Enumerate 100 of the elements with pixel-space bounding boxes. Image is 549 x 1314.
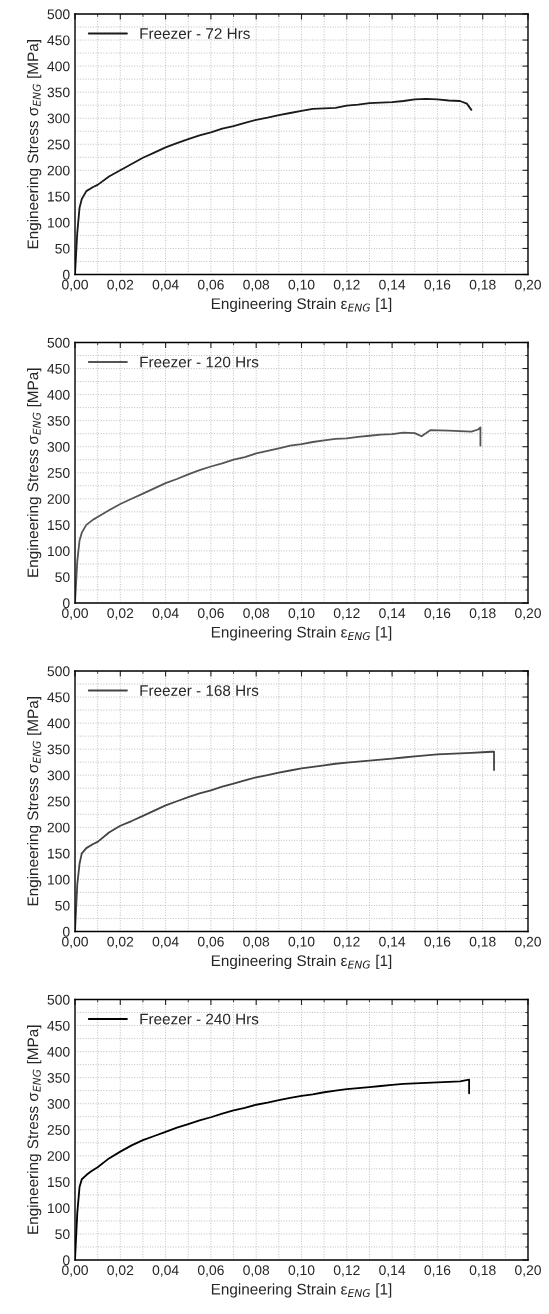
y-tick-label: 150 xyxy=(48,1177,70,1188)
x-tick-label: 0,00 xyxy=(62,1265,88,1277)
x-tick-label: 0,08 xyxy=(243,1265,270,1277)
x-tick-label: 0,02 xyxy=(107,608,134,620)
x-tick-label: 0,14 xyxy=(379,1265,406,1277)
x-tick-label: 0,16 xyxy=(424,279,451,292)
x-tick-label: 0,12 xyxy=(333,936,360,949)
x-tick-label: 0,16 xyxy=(424,936,451,949)
y-tick-label: 150 xyxy=(48,191,70,202)
x-tick-label: 0,10 xyxy=(288,1265,315,1277)
x-tick-label: 0,04 xyxy=(152,1265,179,1277)
y-tick-label: 250 xyxy=(47,468,70,478)
y-tick-label: 0 xyxy=(62,1255,70,1266)
y-tick-label: 150 xyxy=(48,520,70,531)
x-tick-label: 0,20 xyxy=(515,608,541,620)
y-tick-label: 350 xyxy=(47,744,70,755)
y-tick-label: 150 xyxy=(48,848,70,859)
y-tick-label: 200 xyxy=(47,1151,70,1161)
x-tick-label: 0,02 xyxy=(107,1265,134,1277)
y-axis-title: Engineering Stress σ$_{ENG}$ [MPa] xyxy=(27,40,42,249)
y-tick-label: 400 xyxy=(47,389,70,400)
y-tick-label: 0 xyxy=(62,926,70,937)
y-tick-label: 450 xyxy=(47,363,70,374)
x-axis-title: Engineering Strain ε$_{ENG}$ [1] xyxy=(211,1283,392,1298)
x-tick-label: 0,18 xyxy=(469,936,496,949)
y-axis-title: Engineering Stress σ$_{ENG}$ [MPa] xyxy=(27,368,42,577)
y-tick-label: 400 xyxy=(47,61,70,72)
x-tick-label: 0,06 xyxy=(197,279,224,292)
x-tick-label: 0,08 xyxy=(243,936,270,949)
x-tick-label: 0,18 xyxy=(469,1265,496,1277)
x-tick-label: 0,10 xyxy=(288,279,315,292)
x-tick-label: 0,12 xyxy=(333,279,360,292)
x-axis-title: Engineering Strain ε$_{ENG}$ [1] xyxy=(211,954,392,970)
x-tick-label: 0,10 xyxy=(288,608,315,620)
x-tick-label: 0,14 xyxy=(379,936,406,949)
y-tick-label: 100 xyxy=(48,217,70,228)
x-tick-label: 0,16 xyxy=(424,1265,451,1277)
y-tick-label: 500 xyxy=(47,994,70,1005)
y-tick-label: 50 xyxy=(55,572,70,583)
x-tick-label: 0,00 xyxy=(62,936,88,949)
x-tick-label: 0,00 xyxy=(62,608,88,620)
x-tick-label: 0,18 xyxy=(469,608,496,620)
legend-label: Freezer - 168 Hrs xyxy=(140,685,259,696)
y-axis-title: Engineering Stress σ$_{ENG}$ [MPa] xyxy=(27,697,42,906)
legend-label: Freezer - 240 Hrs xyxy=(140,1013,259,1025)
x-tick-label: 0,12 xyxy=(333,608,360,620)
y-tick-label: 300 xyxy=(47,442,70,452)
x-tick-label: 0,04 xyxy=(152,608,179,620)
x-tick-label: 0,06 xyxy=(197,608,224,620)
x-tick-label: 0,12 xyxy=(333,1265,360,1277)
x-axis-title: Engineering Strain ε$_{ENG}$ [1] xyxy=(211,297,392,313)
y-tick-label: 400 xyxy=(47,718,70,729)
x-tick-label: 0,14 xyxy=(379,608,406,620)
y-tick-label: 350 xyxy=(47,87,70,98)
legend-label: Freezer - 72 Hrs xyxy=(140,28,250,39)
x-tick-label: 0,08 xyxy=(243,608,270,620)
y-tick-label: 500 xyxy=(47,337,70,348)
x-tick-label: 0,04 xyxy=(152,279,179,292)
y-tick-label: 300 xyxy=(47,770,70,781)
y-tick-label: 500 xyxy=(47,9,70,20)
x-tick-label: 0,04 xyxy=(152,936,179,949)
y-tick-label: 0 xyxy=(62,269,70,280)
x-tick-label: 0,10 xyxy=(288,936,315,949)
y-tick-label: 0 xyxy=(62,598,70,609)
x-axis-title: Engineering Strain ε$_{ENG}$ [1] xyxy=(211,626,392,641)
y-tick-label: 350 xyxy=(47,415,70,426)
y-tick-label: 50 xyxy=(55,900,70,911)
x-tick-label: 0,00 xyxy=(62,279,88,292)
y-tick-label: 450 xyxy=(47,692,70,703)
x-tick-label: 0,02 xyxy=(107,936,134,949)
y-tick-label: 400 xyxy=(47,1046,70,1057)
y-tick-label: 50 xyxy=(55,243,70,254)
y-tick-label: 250 xyxy=(47,139,70,150)
y-tick-label: 250 xyxy=(47,1125,70,1135)
x-tick-label: 0,14 xyxy=(379,279,406,292)
y-tick-label: 250 xyxy=(47,796,70,807)
y-tick-label: 100 xyxy=(48,874,70,885)
x-tick-label: 0,06 xyxy=(197,1265,224,1277)
x-tick-label: 0,18 xyxy=(469,279,496,292)
y-tick-label: 450 xyxy=(47,35,70,46)
x-tick-label: 0,16 xyxy=(424,608,451,620)
y-tick-label: 200 xyxy=(47,165,70,176)
x-tick-label: 0,08 xyxy=(243,279,270,292)
y-tick-label: 100 xyxy=(48,546,70,557)
y-tick-label: 200 xyxy=(47,822,70,833)
y-axis-title: Engineering Stress σ$_{ENG}$ [MPa] xyxy=(27,1025,42,1234)
y-tick-label: 100 xyxy=(48,1203,70,1214)
y-tick-label: 300 xyxy=(47,1099,70,1109)
y-tick-label: 350 xyxy=(47,1072,70,1083)
y-tick-label: 300 xyxy=(47,113,70,124)
y-tick-label: 450 xyxy=(47,1020,70,1031)
legend-label: Freezer - 120 Hrs xyxy=(140,356,259,368)
x-tick-label: 0,06 xyxy=(197,936,224,949)
x-tick-label: 0,20 xyxy=(515,936,541,949)
x-tick-label: 0,02 xyxy=(107,279,134,292)
x-tick-label: 0,20 xyxy=(515,279,541,292)
x-tick-label: 0,20 xyxy=(515,1265,541,1277)
y-tick-label: 200 xyxy=(47,494,70,504)
y-tick-label: 500 xyxy=(47,666,70,677)
y-tick-label: 50 xyxy=(55,1229,70,1240)
